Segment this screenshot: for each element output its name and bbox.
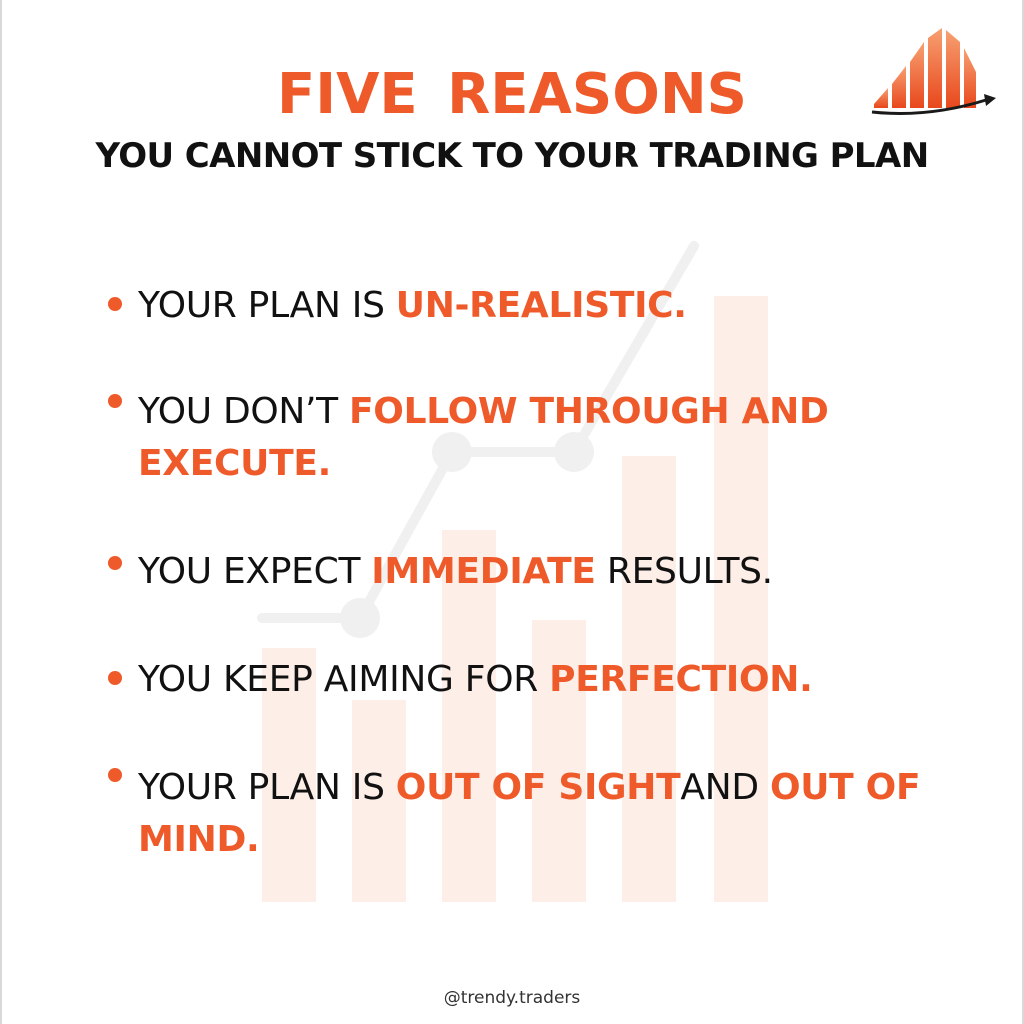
reason-text-part: AND [680, 767, 770, 808]
reason-text-part: YOU EXPECT [138, 551, 372, 592]
reason-item: YOUR PLAN IS OUT OF SIGHTAND OUT OF MIND… [108, 762, 968, 866]
reason-text-part: YOU DON’T [138, 391, 350, 432]
orange-dot-bullet-icon [108, 297, 122, 311]
reason-item: YOUR PLAN IS UN-REALISTIC. [108, 280, 968, 332]
reason-highlight: OUT OF SIGHT [395, 767, 681, 808]
reason-highlight: UN-REALISTIC. [395, 285, 687, 326]
reason-text-part: YOUR PLAN IS [138, 767, 396, 808]
watermark-bar [714, 296, 768, 902]
watermark-point [340, 598, 380, 638]
reason-text: YOUR PLAN IS OUT OF SIGHTAND OUT OF MIND… [138, 762, 948, 866]
rising-bars-arrow-logo [871, 28, 996, 115]
orange-dot-bullet-icon [108, 671, 122, 685]
reason-item: YOU DON’T FOLLOW THROUGH AND EXECUTE. [108, 386, 968, 490]
reason-text-part: YOUR PLAN IS [138, 285, 396, 326]
watermark-line [355, 447, 457, 623]
reason-highlight: FOLLOW THROUGH AND EXECUTE. [138, 391, 829, 484]
footer-handle: @trendy.traders [443, 988, 581, 1008]
watermark-point [554, 432, 594, 472]
reason-text: YOU DON’T FOLLOW THROUGH AND EXECUTE. [138, 386, 938, 490]
orange-dot-bullet-icon [108, 556, 122, 570]
reason-text: YOUR PLAN IS UN-REALISTIC. [138, 280, 968, 332]
reason-highlight: PERFECTION. [549, 659, 813, 700]
reason-item: YOU KEEP AIMING FOR PERFECTION. [108, 654, 968, 706]
watermark-bar [532, 620, 586, 902]
orange-dot-bullet-icon [108, 768, 122, 782]
reason-text-part: RESULTS. [595, 551, 773, 592]
reason-highlight: OUT OF MIND. [138, 767, 921, 860]
watermark-point [432, 432, 472, 472]
reason-text-part: YOU KEEP AIMING FOR [138, 659, 550, 700]
watermark-line [569, 241, 699, 457]
reason-text: YOU EXPECT IMMEDIATE RESULTS. [138, 546, 968, 598]
page-title: FIVE REASONS [276, 62, 748, 127]
watermark-bar [352, 700, 406, 902]
watermark-bar [262, 648, 316, 902]
reason-highlight: IMMEDIATE [371, 551, 596, 592]
page-subtitle: YOU CANNOT STICK TO YOUR TRADING PLAN [95, 136, 929, 176]
watermark-bar [622, 456, 676, 902]
orange-dot-bullet-icon [108, 394, 122, 408]
reason-item: YOU EXPECT IMMEDIATE RESULTS. [108, 546, 968, 598]
watermark-bar [442, 530, 496, 902]
reason-text: YOU KEEP AIMING FOR PERFECTION. [138, 654, 968, 706]
